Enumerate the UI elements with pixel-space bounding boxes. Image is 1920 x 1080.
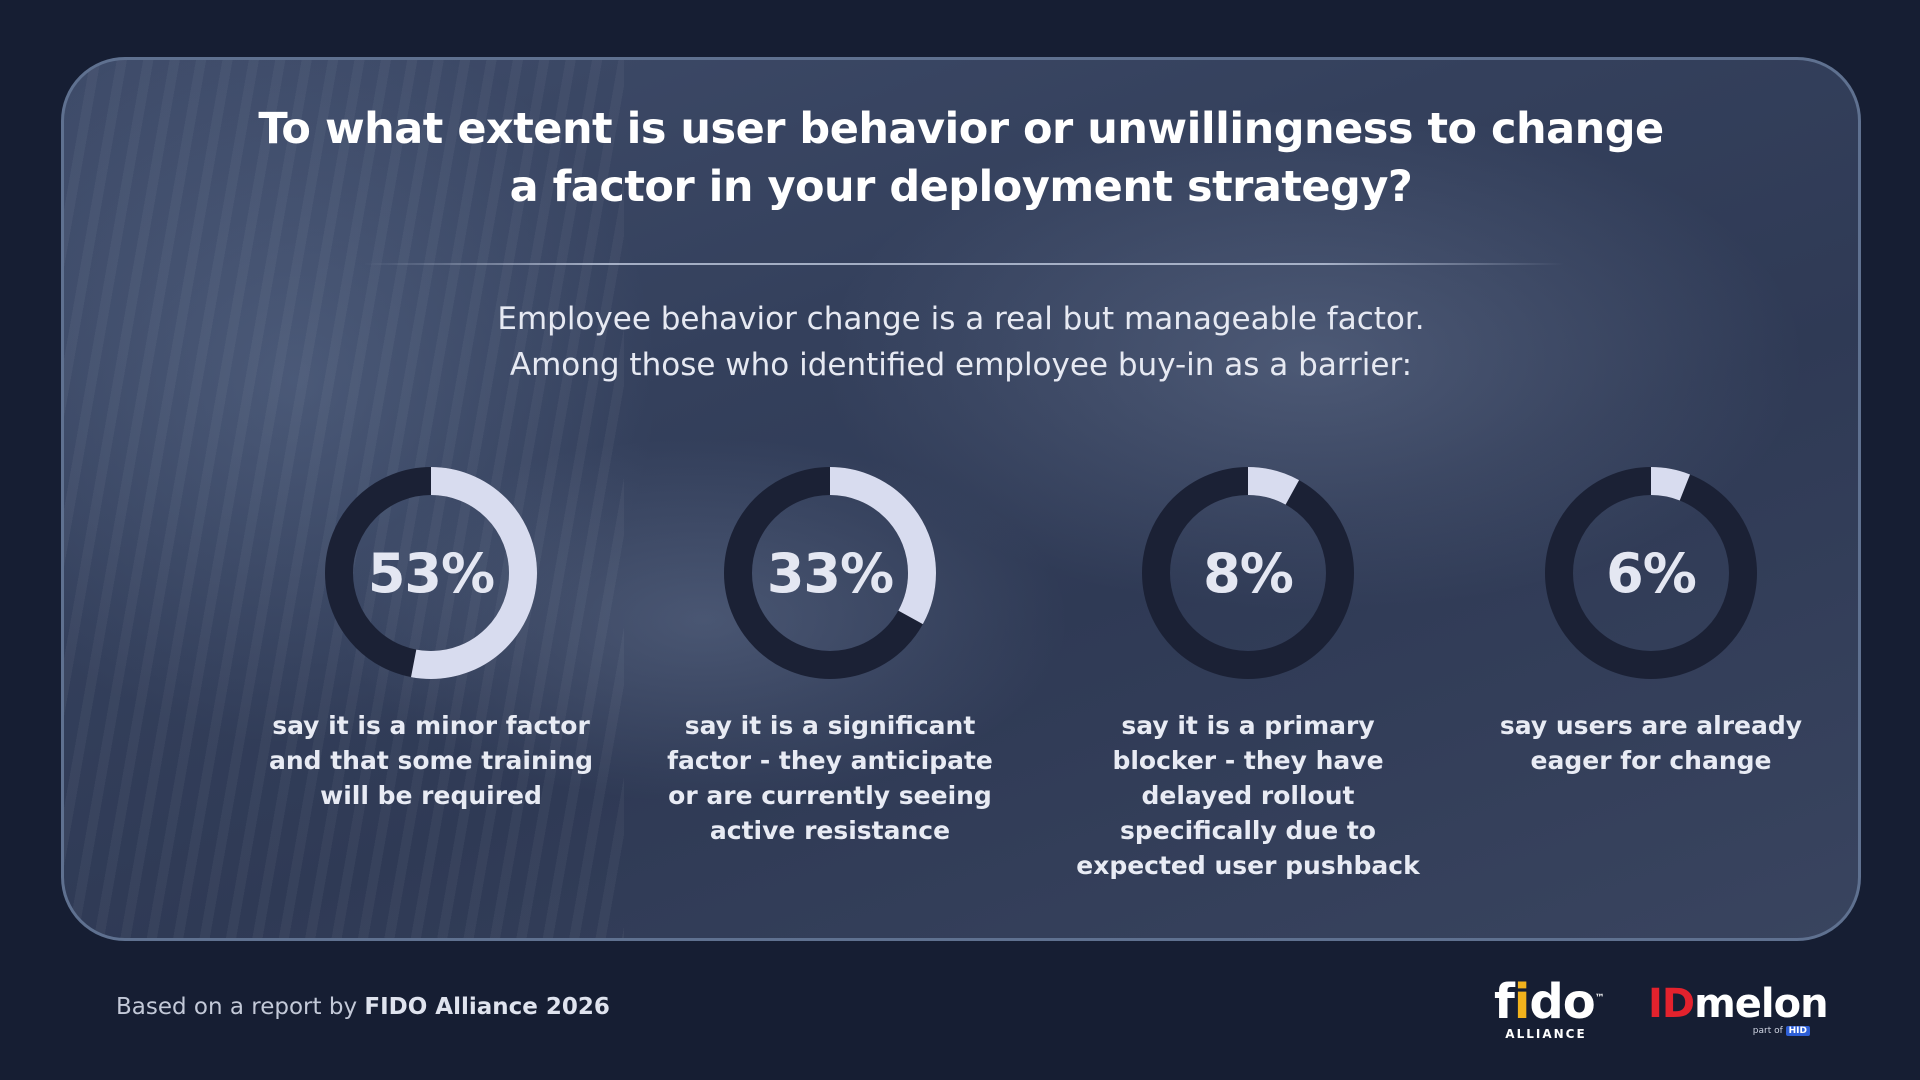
donut-chart: 33% <box>723 466 937 680</box>
source-name: FIDO Alliance 2026 <box>364 994 610 1020</box>
desc-line: and that some training <box>268 746 594 775</box>
desc-line: eager for change <box>1530 746 1772 775</box>
subtitle-line-2: Among those who identified employee buy-… <box>509 347 1413 383</box>
idmelon-melon: melon <box>1694 981 1828 1027</box>
title-divider <box>364 263 1564 265</box>
desc-line: say it is a significant <box>684 711 976 740</box>
fido-letter-f: f <box>1494 974 1515 1030</box>
desc-line: expected user pushback <box>1076 851 1420 880</box>
donut-arc-value <box>1142 467 1354 679</box>
donut-chart: 53% <box>324 466 538 680</box>
title-line-2: a factor in your deployment strategy? <box>509 162 1413 212</box>
desc-line: delayed rollout <box>1141 781 1355 810</box>
subtitle: Employee behavior change is a real but m… <box>64 296 1858 388</box>
idmelon-wordmark: IDmelon <box>1648 981 1829 1027</box>
donut-arc-value <box>1545 467 1757 679</box>
desc-line: active resistance <box>709 816 951 845</box>
subtitle-line-1: Employee behavior change is a real but m… <box>497 301 1425 337</box>
donut-chart: 8% <box>1141 466 1355 680</box>
desc-line: will be required <box>320 781 542 810</box>
stat-minor-factor: 53% say it is a minor factor and that so… <box>251 466 611 813</box>
stat-description: say it is a significant factor - they an… <box>650 708 1010 848</box>
desc-line: factor - they anticipate <box>667 746 993 775</box>
fido-alliance-logo: fido™ ALLIANCE <box>1494 976 1605 1041</box>
percentage-label: 6% <box>1606 541 1697 605</box>
desc-line: or are currently seeing <box>668 781 992 810</box>
desc-line: say it is a minor factor <box>272 711 590 740</box>
percentage-label: 33% <box>766 541 894 605</box>
desc-line: blocker - they have <box>1112 746 1384 775</box>
idmelon-logo: IDmelon part of HID <box>1648 981 1829 1036</box>
donut-svg <box>1545 467 1757 679</box>
survey-card: To what extent is user behavior or unwil… <box>61 57 1861 941</box>
title-line-1: To what extent is user behavior or unwil… <box>258 104 1664 154</box>
donut-arc-value <box>724 467 936 679</box>
fido-letter-i: i <box>1513 974 1530 1030</box>
stat-description: say users are already eager for change <box>1471 708 1831 778</box>
donut-chart: 6% <box>1544 466 1758 680</box>
donut-svg <box>1142 467 1354 679</box>
page-title: To what extent is user behavior or unwil… <box>64 100 1858 216</box>
fido-letters-do: do <box>1529 974 1595 1030</box>
percentage-label: 53% <box>367 541 495 605</box>
fido-wordmark: fido™ <box>1494 976 1605 1026</box>
stat-eager-for-change: 6% say users are already eager for chang… <box>1471 466 1831 778</box>
desc-line: say it is a primary <box>1121 711 1375 740</box>
idmelon-id: ID <box>1648 981 1695 1027</box>
percentage-label: 8% <box>1203 541 1294 605</box>
stat-significant-factor: 33% say it is a significant factor - the… <box>650 466 1010 848</box>
idmelon-part-of-hid: part of HID <box>1648 1026 1810 1036</box>
fido-alliance-text: ALLIANCE <box>1505 1027 1587 1041</box>
donut-arc-value <box>325 467 537 679</box>
donut-svg <box>724 467 936 679</box>
desc-line: say users are already <box>1499 711 1803 740</box>
idmelon-part-of: part of <box>1752 1026 1786 1036</box>
stat-description: say it is a minor factor and that some t… <box>251 708 611 813</box>
source-note: Based on a report by FIDO Alliance 2026 <box>116 994 610 1020</box>
stat-description: say it is a primary blocker - they have … <box>1068 708 1428 883</box>
desc-line: specifically due to <box>1120 816 1376 845</box>
stat-primary-blocker: 8% say it is a primary blocker - they ha… <box>1068 466 1428 883</box>
donut-svg <box>325 467 537 679</box>
hid-badge: HID <box>1785 1026 1810 1036</box>
source-prefix: Based on a report by <box>116 994 365 1020</box>
fido-tm: ™ <box>1594 993 1605 1004</box>
